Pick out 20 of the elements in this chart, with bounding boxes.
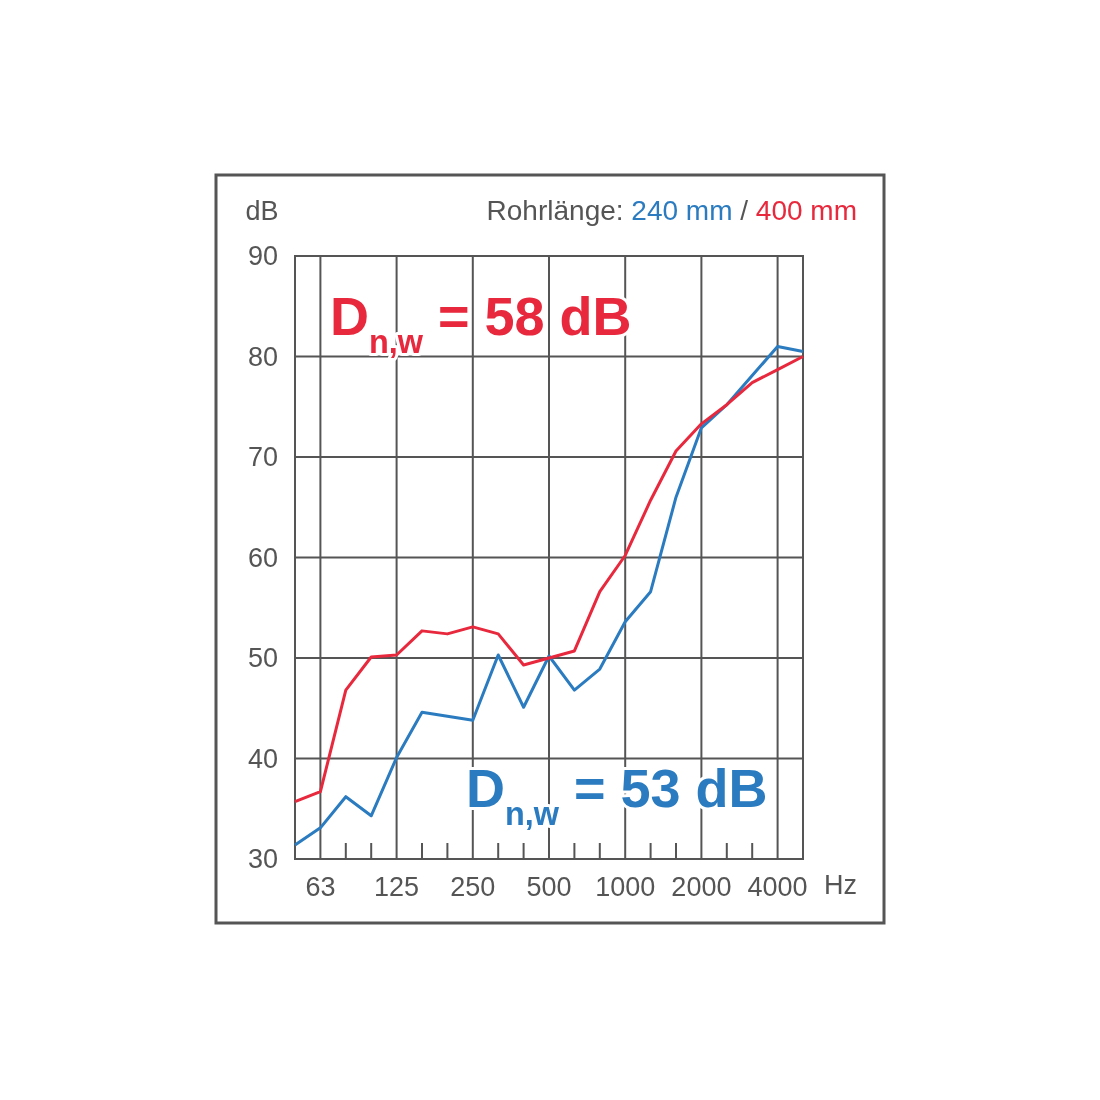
y-tick-label: 60 [247, 542, 278, 573]
y-tick-label: 90 [247, 241, 278, 272]
text: 240 mm [631, 195, 733, 226]
y-axis-title: dB [245, 196, 279, 226]
x-tick-label: 125 [374, 872, 420, 902]
x-tick-label: 4000 [747, 872, 808, 902]
x-tick-label: 250 [450, 872, 496, 902]
x-axis-title: Hz [824, 870, 857, 900]
y-tick-label: 80 [247, 341, 278, 372]
text: 400 mm [755, 195, 857, 226]
y-tick-label: 70 [247, 442, 278, 473]
x-tick-label: 63 [305, 872, 336, 902]
y-tick-label: 50 [247, 643, 278, 674]
x-tick-label: 1000 [595, 872, 656, 902]
y-tick-label: 40 [247, 743, 278, 774]
legend-title: Rohrlänge: [486, 195, 632, 226]
x-tick-label: 2000 [671, 872, 732, 902]
y-tick-label: 30 [247, 844, 278, 875]
x-tick-label: 500 [526, 872, 572, 902]
text: / [732, 195, 756, 226]
